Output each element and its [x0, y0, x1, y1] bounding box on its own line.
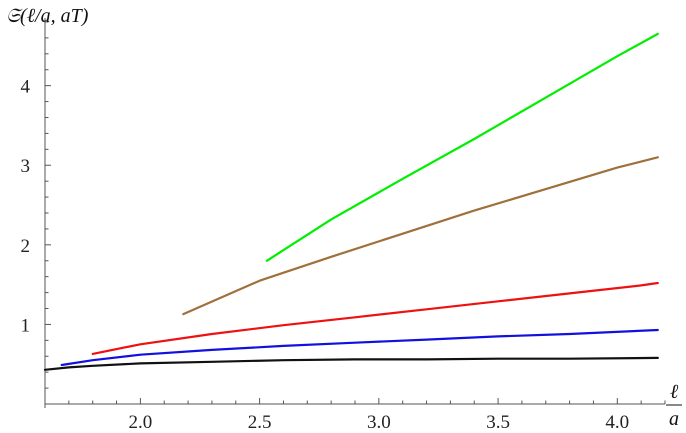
series-layer: [43, 32, 659, 371]
series-line-2: [182, 156, 659, 316]
y-tick-label: 2: [21, 236, 31, 257]
x-tick-label: 3.5: [486, 412, 510, 433]
x-tick-label: 3.0: [367, 412, 391, 433]
axes: [44, 18, 665, 408]
x-tick-label: 2.5: [248, 412, 272, 433]
y-tick-label: 3: [21, 156, 31, 177]
y-tick-label: 4: [21, 77, 31, 98]
series-line-5: [43, 356, 659, 371]
series-line-4: [60, 328, 659, 367]
x-axis-label-denominator: a: [669, 408, 679, 430]
series-line-3: [91, 281, 659, 355]
ticks-layer: 2.0 2.5 3.0 3.5 4.0 1 2 3 4: [21, 21, 666, 433]
x-axis-label-numerator: ℓ: [670, 381, 679, 403]
x-tick-label: 2.0: [129, 412, 153, 433]
y-axis-label: 𝔖(ℓ/a, aT): [6, 5, 89, 27]
y-tick-label: 1: [21, 315, 31, 336]
series-line-1: [265, 32, 659, 262]
x-tick-label: 4.0: [605, 412, 629, 433]
